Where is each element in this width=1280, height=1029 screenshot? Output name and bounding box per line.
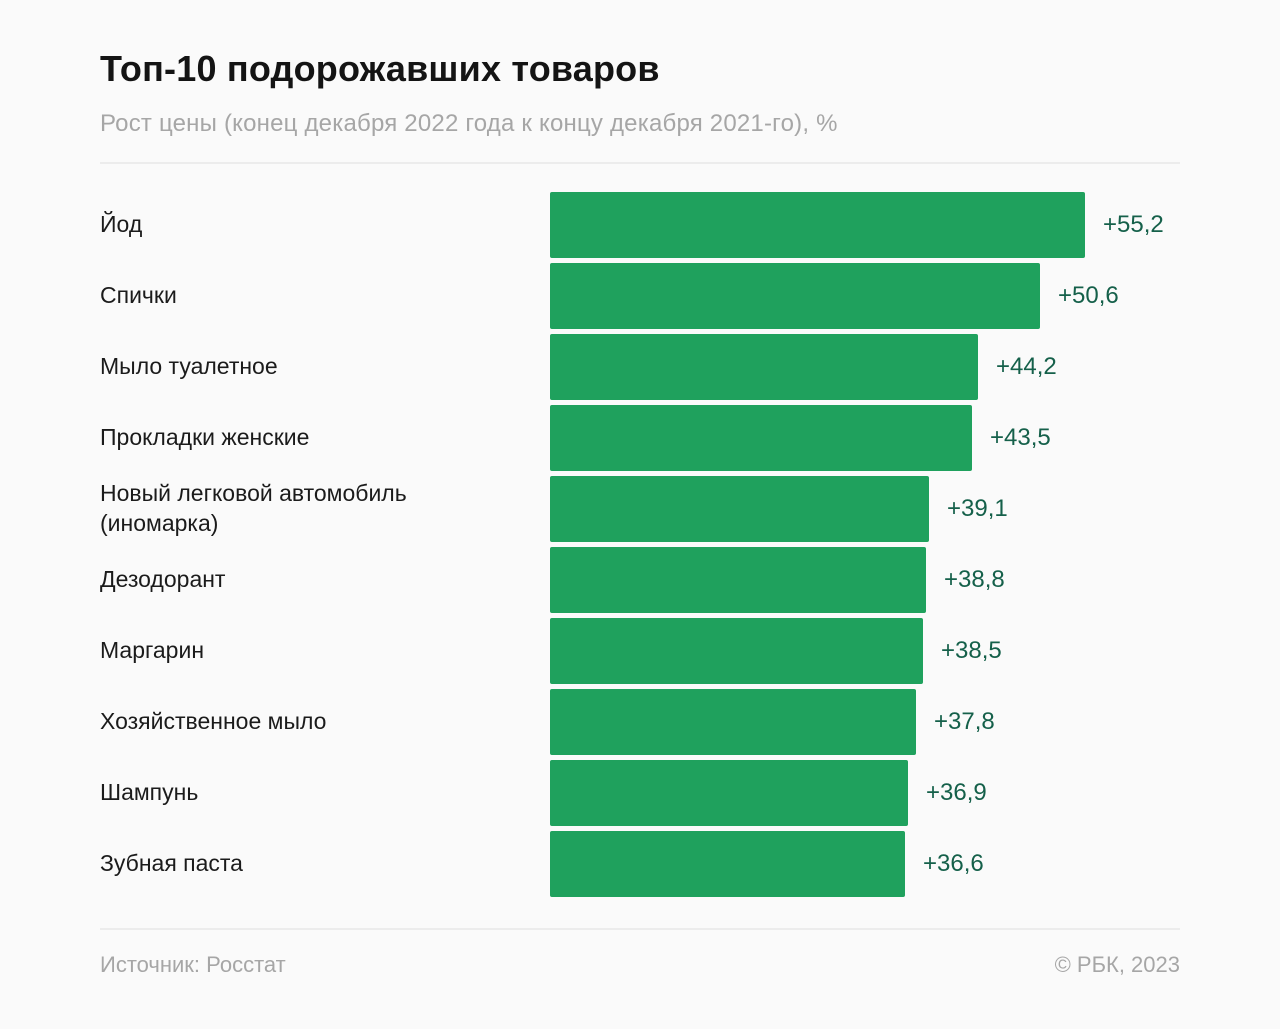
chart-row: Шампунь +36,9 <box>100 760 1180 826</box>
footer: Источник: Росстат © РБК, 2023 <box>100 952 1180 978</box>
bar <box>550 831 905 897</box>
value-label: +38,5 <box>941 637 1002 664</box>
bar-area: +38,5 <box>550 618 1180 684</box>
header-divider <box>100 162 1180 164</box>
chart-row: Йод +55,2 <box>100 192 1180 258</box>
chart-row: Хозяйственное мыло +37,8 <box>100 689 1180 755</box>
bar-area: +36,6 <box>550 831 1180 897</box>
bar <box>550 476 929 542</box>
category-label: Зубная паста <box>100 850 243 877</box>
category-label: Хозяйственное мыло <box>100 708 327 735</box>
bar-area: +37,8 <box>550 689 1180 755</box>
chart-row: Зубная паста +36,6 <box>100 831 1180 897</box>
category-label: Йод <box>100 211 143 238</box>
value-label: +43,5 <box>990 424 1051 451</box>
value-label: +50,6 <box>1058 282 1119 309</box>
bar-chart: Йод +55,2 Спички +50,6 Мыло туалетное +44,2 Пр… <box>100 192 1180 897</box>
value-label: +55,2 <box>1103 211 1164 238</box>
bar-area: +50,6 <box>550 263 1180 329</box>
value-label: +39,1 <box>947 495 1008 522</box>
chart-row: Маргарин +38,5 <box>100 618 1180 684</box>
category-label: Прокладки женские <box>100 424 310 451</box>
chart-row: Мыло туалетное +44,2 <box>100 334 1180 400</box>
bar-area: +39,1 <box>550 476 1180 542</box>
bar <box>550 405 972 471</box>
page-subtitle: Рост цены (конец декабря 2022 года к кон… <box>100 110 838 137</box>
bar <box>550 263 1040 329</box>
source-label: Источник: Росстат <box>100 952 286 977</box>
value-label: +38,8 <box>944 566 1005 593</box>
chart-row: Прокладки женские +43,5 <box>100 405 1180 471</box>
bar-area: +44,2 <box>550 334 1180 400</box>
bar <box>550 760 908 826</box>
category-label: Маргарин <box>100 637 205 664</box>
bar-area: +43,5 <box>550 405 1180 471</box>
value-label: +36,9 <box>926 779 987 806</box>
category-label: Шампунь <box>100 779 199 806</box>
chart-row: Дезодорант +38,8 <box>100 547 1180 613</box>
category-label: Мыло туалетное <box>100 353 278 380</box>
page-title: Топ-10 подорожавших товаров <box>100 48 660 89</box>
chart-row: Новый легковой автомобиль (иномарка) +39,… <box>100 476 1180 542</box>
category-label: Дезодорант <box>100 566 226 593</box>
bar-area: +36,9 <box>550 760 1180 826</box>
bar <box>550 334 978 400</box>
bar <box>550 547 926 613</box>
footer-divider <box>100 928 1180 930</box>
category-label: Новый легковой автомобиль (иномарка) <box>100 480 407 536</box>
category-label: Спички <box>100 282 177 309</box>
bar <box>550 689 916 755</box>
value-label: +37,8 <box>934 708 995 735</box>
bar-area: +55,2 <box>550 192 1180 258</box>
chart-row: Спички +50,6 <box>100 263 1180 329</box>
bar <box>550 618 923 684</box>
bar <box>550 192 1085 258</box>
value-label: +36,6 <box>923 850 984 877</box>
copyright-label: © РБК, 2023 <box>1054 952 1180 977</box>
value-label: +44,2 <box>996 353 1057 380</box>
bar-area: +38,8 <box>550 547 1180 613</box>
